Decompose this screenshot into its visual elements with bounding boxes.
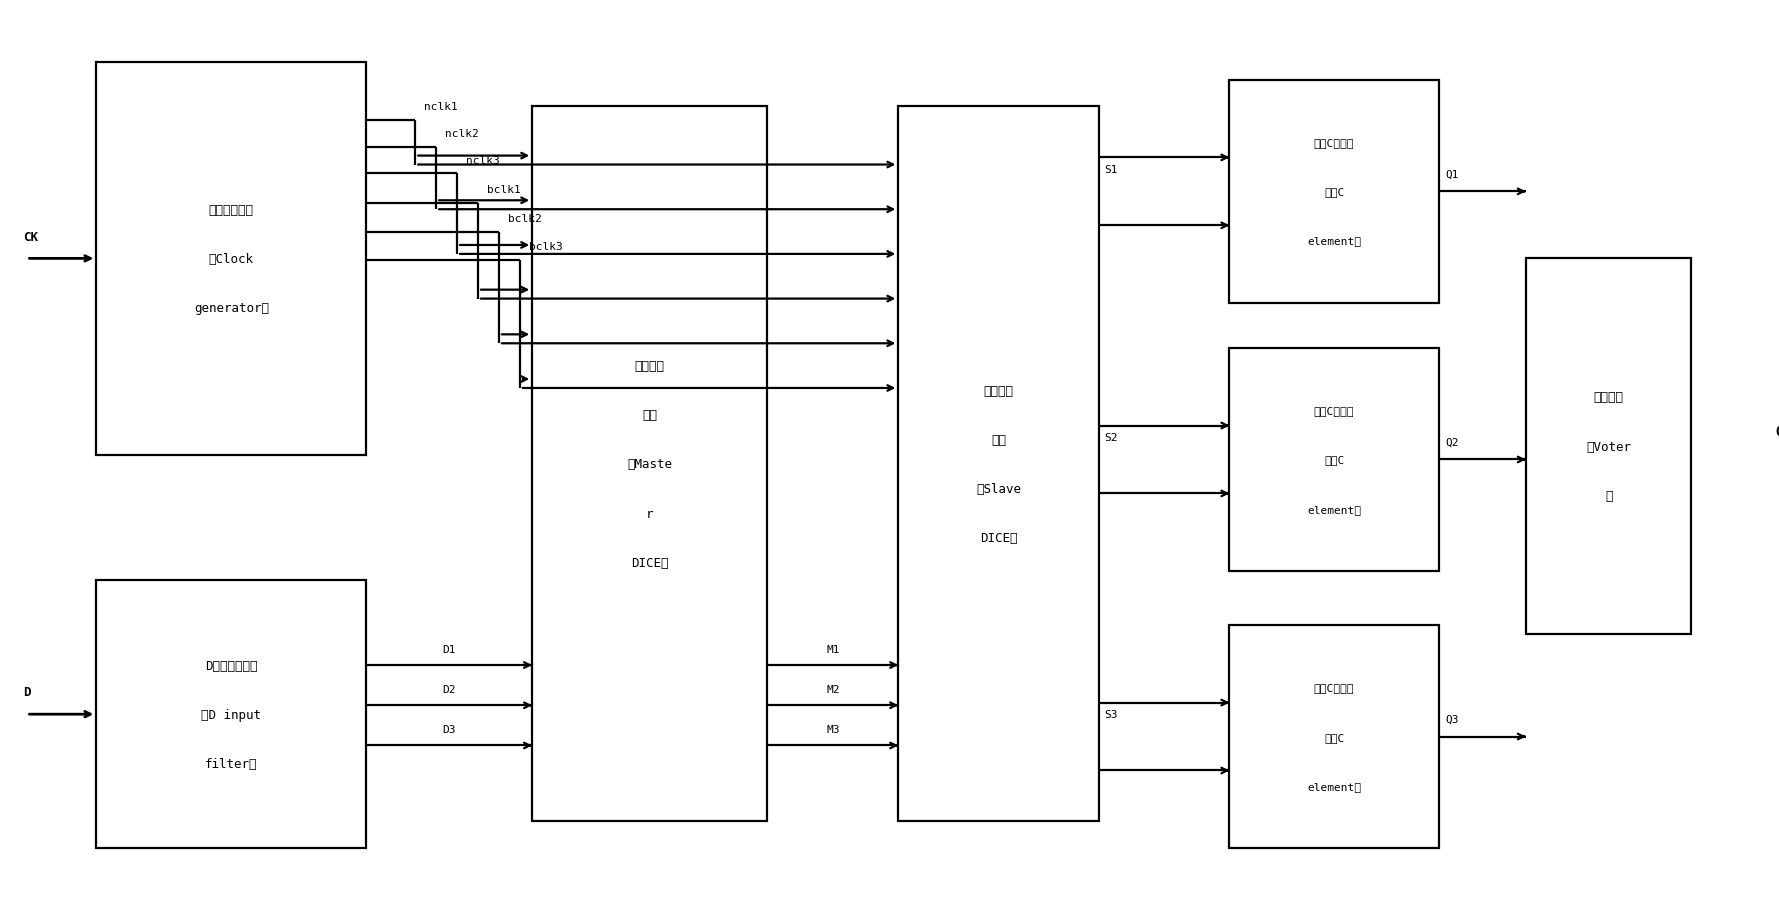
Bar xyxy=(532,107,767,822)
Text: Q1: Q1 xyxy=(1446,169,1459,179)
Text: D3: D3 xyxy=(443,724,455,734)
Text: 主互锁存: 主互锁存 xyxy=(635,360,665,373)
Text: r: r xyxy=(646,507,653,520)
Text: 第一C单元电: 第一C单元电 xyxy=(1315,682,1354,692)
Text: 第二C单元电: 第二C单元电 xyxy=(1315,406,1354,415)
Bar xyxy=(898,107,1099,822)
Text: M1: M1 xyxy=(825,644,840,654)
Text: M3: M3 xyxy=(825,724,840,734)
Text: bclk2: bclk2 xyxy=(507,213,541,223)
Text: D1: D1 xyxy=(443,644,455,654)
Bar xyxy=(1526,259,1692,634)
Text: element）: element） xyxy=(1308,236,1361,246)
Text: 电路: 电路 xyxy=(642,409,656,422)
Text: （Voter: （Voter xyxy=(1587,440,1631,453)
Text: 路（C: 路（C xyxy=(1324,732,1345,742)
Text: bclk1: bclk1 xyxy=(487,185,521,195)
Text: 第三C单元电: 第三C单元电 xyxy=(1315,138,1354,148)
Bar xyxy=(1229,348,1439,571)
Text: （Slave: （Slave xyxy=(977,483,1021,496)
Bar xyxy=(96,580,366,848)
Text: element）: element） xyxy=(1308,781,1361,791)
Text: 从互锁存: 从互锁存 xyxy=(984,384,1014,397)
Text: Q2: Q2 xyxy=(1446,437,1459,447)
Text: DICE）: DICE） xyxy=(980,532,1018,545)
Text: 路（C: 路（C xyxy=(1324,187,1345,197)
Text: nclk2: nclk2 xyxy=(445,128,479,138)
Bar xyxy=(1229,625,1439,848)
Text: nclk3: nclk3 xyxy=(466,156,500,166)
Text: （D input: （D input xyxy=(201,708,262,721)
Text: bclk3: bclk3 xyxy=(528,242,562,252)
Text: nclk1: nclk1 xyxy=(423,102,457,112)
Text: 电路: 电路 xyxy=(991,434,1005,446)
Text: D2: D2 xyxy=(443,684,455,694)
Text: S3: S3 xyxy=(1105,710,1117,720)
Text: S1: S1 xyxy=(1105,165,1117,175)
Text: Q: Q xyxy=(1775,424,1779,437)
Text: ）: ） xyxy=(1605,489,1612,502)
Text: 表决电路: 表决电路 xyxy=(1594,391,1624,404)
Text: D输入滤波电路: D输入滤波电路 xyxy=(205,659,258,671)
Text: M2: M2 xyxy=(825,684,840,694)
Text: 路（C: 路（C xyxy=(1324,455,1345,465)
Text: （Maste: （Maste xyxy=(628,458,672,471)
Bar xyxy=(96,63,366,456)
Text: Q3: Q3 xyxy=(1446,714,1459,724)
Text: （Clock: （Clock xyxy=(208,252,254,266)
Text: 时钟产生电路: 时钟产生电路 xyxy=(208,203,254,217)
Text: S2: S2 xyxy=(1105,433,1117,443)
Text: generator）: generator） xyxy=(194,302,269,314)
Text: CK: CK xyxy=(23,230,37,243)
Bar xyxy=(1229,80,1439,303)
Text: DICE）: DICE） xyxy=(632,556,669,569)
Text: D: D xyxy=(23,686,30,699)
Text: filter）: filter） xyxy=(205,757,258,770)
Text: element）: element） xyxy=(1308,504,1361,514)
